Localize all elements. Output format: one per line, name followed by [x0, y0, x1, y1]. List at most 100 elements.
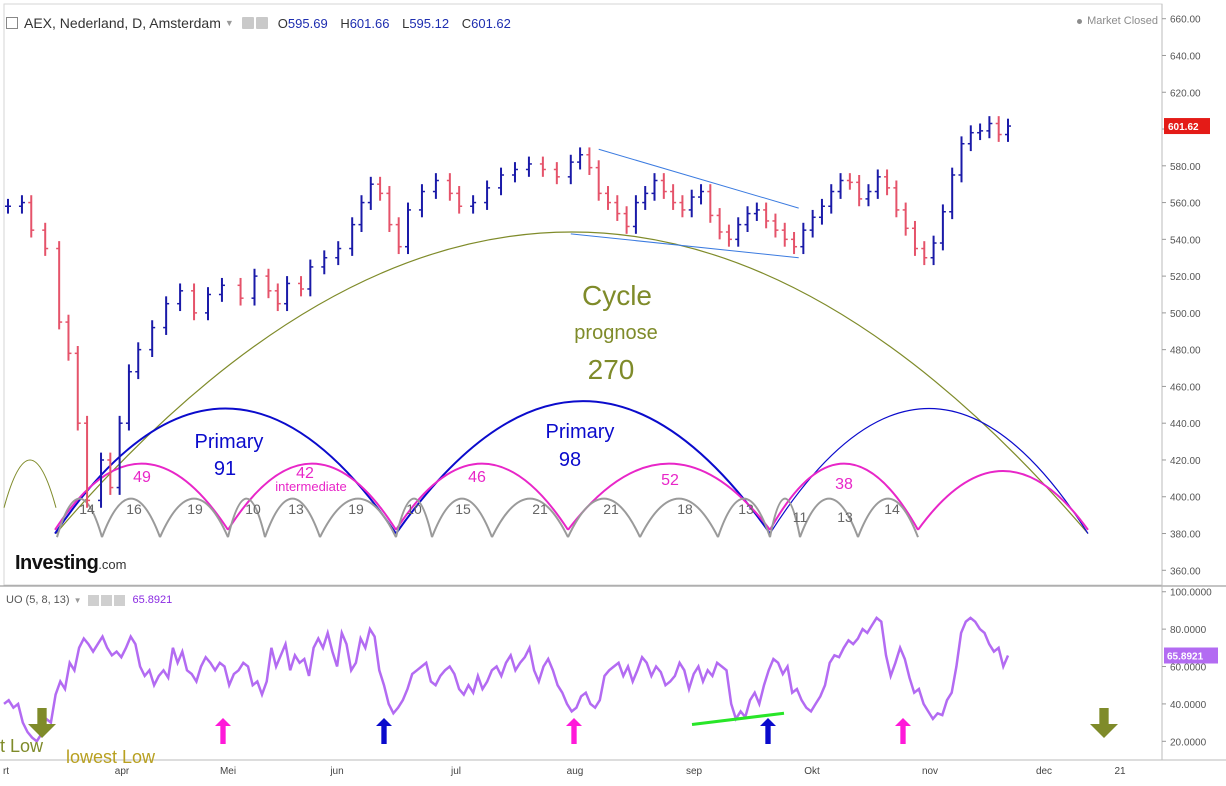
arrow-up-icon — [376, 718, 392, 744]
time-label: 21 — [1114, 766, 1126, 777]
time-label: Okt — [804, 766, 820, 777]
price-tick-label: 560.00 — [1170, 199, 1201, 210]
minor-arc — [56, 497, 103, 538]
intermediate-length: 49 — [133, 469, 151, 486]
uo-line — [3, 616, 1010, 744]
symbol-title[interactable]: AEX, Nederland, D, Amsterdam — [24, 15, 221, 31]
indicator-name[interactable]: UO (5, 8, 13) — [6, 594, 70, 606]
minor-length: 19 — [187, 501, 203, 517]
close-icon[interactable] — [113, 594, 125, 606]
time-label: nov — [922, 766, 938, 777]
gear-icon[interactable] — [100, 594, 112, 606]
minor-length: 13 — [288, 501, 304, 517]
indicator-header: UO (5, 8, 13) ▼ 65.8921 — [6, 594, 172, 606]
close-value: 601.62 — [471, 15, 511, 31]
arrow-up-icon — [215, 718, 231, 744]
intermediate-length: 46 — [468, 469, 486, 486]
minor-length: 10 — [245, 501, 261, 517]
logo-brand: Investing — [15, 552, 99, 574]
minor-length: 21 — [532, 501, 548, 517]
symbol-header: AEX, Nederland, D, Amsterdam ▼ O595.69 H… — [6, 12, 520, 34]
intermediate-length: 38 — [835, 476, 853, 493]
time-label: dec — [1036, 766, 1052, 777]
trend-line — [598, 148, 799, 209]
arrow-up-icon — [566, 718, 582, 744]
arrow-down-icon — [1090, 708, 1118, 738]
uo-tick-label: 40.0000 — [1170, 700, 1207, 711]
minor-arc — [395, 497, 433, 538]
settings-icon[interactable] — [241, 17, 254, 29]
eye-icon[interactable] — [87, 594, 99, 606]
minor-length: 11 — [793, 509, 808, 525]
price-bars — [5, 116, 1011, 508]
time-label: rt — [3, 766, 9, 777]
time-label: aug — [567, 766, 584, 777]
primary-arc — [395, 400, 771, 535]
chevron-down-icon[interactable]: ▼ — [73, 595, 82, 605]
price-tick-label: 520.00 — [1170, 272, 1201, 283]
price-tick-label: 400.00 — [1170, 493, 1201, 504]
time-label: jun — [329, 766, 343, 777]
intermediate-length: 52 — [661, 472, 679, 489]
minor-length: 10 — [406, 501, 422, 517]
uo-value-label: 65.8921 — [1167, 652, 1204, 663]
low-label: t Low — [0, 736, 44, 756]
minor-arc — [857, 497, 919, 538]
price-tick-label: 620.00 — [1170, 88, 1201, 99]
indicator-value: 65.8921 — [132, 594, 173, 606]
arrow-up-icon — [760, 718, 776, 744]
price-tick-label: 460.00 — [1170, 382, 1201, 393]
price-tick-label: 660.00 — [1170, 15, 1201, 26]
collapse-icon[interactable] — [6, 17, 18, 29]
grid — [0, 3, 1226, 761]
low-value: 595.12 — [409, 15, 450, 31]
minor-length: 19 — [348, 501, 364, 517]
minor-length: 21 — [603, 501, 619, 517]
cycle-arc — [55, 231, 1089, 534]
time-label: sep — [686, 766, 703, 777]
divergence-line — [691, 711, 785, 726]
uo-tick-label: 100.0000 — [1170, 588, 1212, 599]
price-tick-label: 540.00 — [1170, 235, 1201, 246]
cycle-length: 270 — [588, 354, 635, 385]
minor-arc — [639, 497, 719, 538]
minor-length: 18 — [677, 501, 693, 517]
arrow-down-icon — [28, 708, 56, 738]
minor-length: 14 — [79, 501, 95, 517]
price-tick-label: 640.00 — [1170, 51, 1201, 62]
cycle-arcs — [3, 231, 1089, 538]
price-tick-label: 360.00 — [1170, 566, 1201, 577]
arrow-up-icon — [895, 718, 911, 744]
last-price-tag — [1164, 118, 1210, 135]
minor-length: 16 — [126, 501, 142, 517]
minor-arc — [769, 497, 801, 538]
intermediate-arc — [567, 462, 771, 531]
uo-tick-label: 20.0000 — [1170, 737, 1207, 748]
cycle-title: Cycle — [582, 280, 652, 311]
uo-tick-label: 60.0000 — [1170, 663, 1207, 674]
minor-arc — [431, 497, 493, 538]
primary-label: Primary — [546, 421, 615, 443]
minor-arc — [491, 497, 569, 538]
price-tick-label: 580.00 — [1170, 162, 1201, 173]
minor-arc — [101, 497, 161, 538]
ohlc-values: O595.69 H601.66 L595.12 C601.62 — [278, 16, 520, 31]
close-label: C — [461, 15, 472, 31]
time-label: jul — [450, 766, 461, 777]
uo-value-tag — [1164, 647, 1218, 664]
gear-icon[interactable] — [255, 17, 268, 29]
uo-tick-label: 80.0000 — [1170, 625, 1207, 636]
price-tick-label: 380.00 — [1170, 530, 1201, 541]
minor-arc — [799, 497, 859, 538]
price-tick-label: 500.00 — [1170, 309, 1201, 320]
chevron-down-icon[interactable]: ▼ — [224, 18, 234, 28]
price-tick-label: 440.00 — [1170, 419, 1201, 430]
minor-length: 13 — [738, 501, 754, 517]
minor-length: 14 — [884, 501, 900, 517]
trend-line — [570, 233, 799, 259]
primary-length: 98 — [559, 449, 581, 471]
intermediate-note: intermediate — [275, 479, 347, 494]
last-price-label: 601.62 — [1168, 122, 1199, 133]
price-tick-label: 420.00 — [1170, 456, 1201, 467]
